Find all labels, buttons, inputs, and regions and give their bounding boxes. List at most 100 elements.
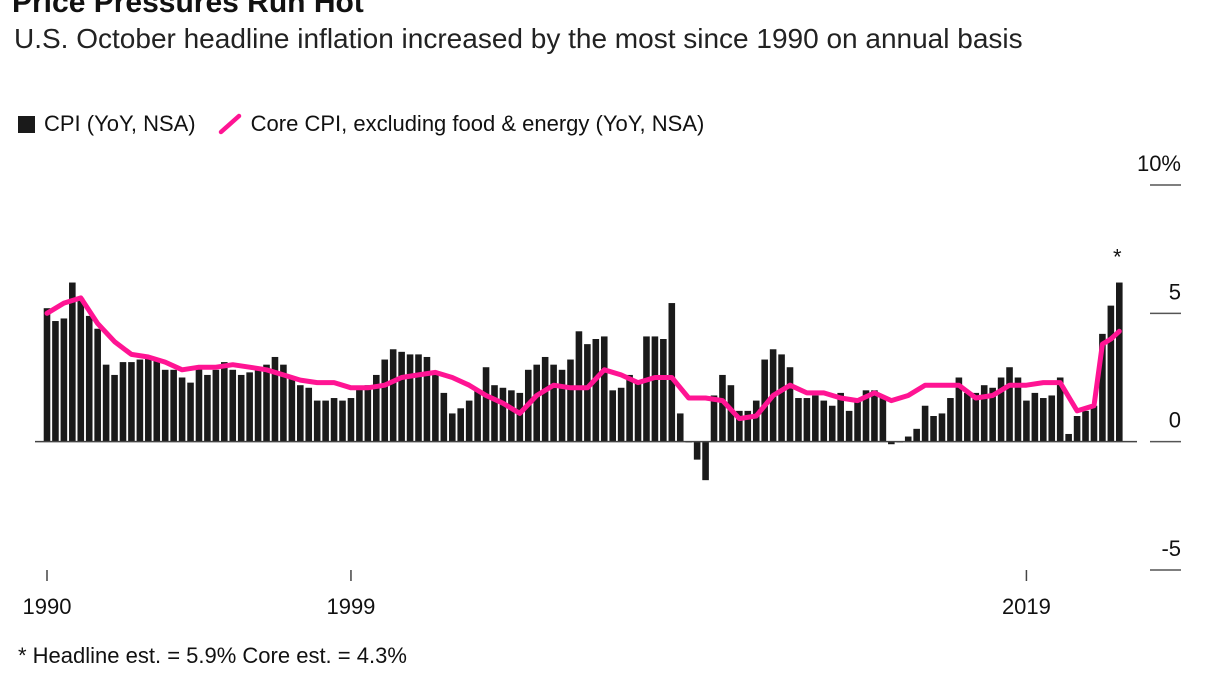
cpi-bar [786, 367, 794, 442]
cpi-bar [254, 367, 262, 442]
cpi-bar [651, 336, 659, 442]
x-axis: 1990 1999 2019 [23, 570, 1051, 619]
cpi-bar [1116, 282, 1123, 442]
cpi-bar [617, 387, 625, 442]
legend-label-cpi: CPI (YoY, NSA) [44, 111, 196, 136]
cpi-bar [921, 405, 929, 442]
cpi-bar [465, 400, 473, 442]
cpi-bar [161, 369, 169, 442]
cpi-bar [820, 400, 828, 442]
cpi-bar [702, 441, 709, 481]
cpi-bar [508, 390, 515, 442]
cpi-bar [1056, 377, 1064, 442]
annotations: * [1113, 244, 1122, 269]
cpi-bar [812, 395, 819, 442]
chart-title: Price Pressures Run Hot [12, 0, 364, 19]
cpi-bar [964, 392, 971, 442]
y-axis-labels: 10% 5 0 -5 [1137, 151, 1181, 571]
cpi-bar [955, 377, 963, 442]
cpi-bar [803, 398, 811, 442]
cpi-bar [170, 369, 177, 442]
cpi-bar [178, 377, 186, 442]
cpi-bar [111, 374, 118, 442]
chart-plot: 10% 5 0 -5 1990 1999 2019 * [23, 151, 1181, 619]
cpi-bar [398, 351, 405, 442]
cpi-bar [288, 377, 296, 442]
cpi-bar [339, 400, 346, 442]
cpi-bar [736, 410, 743, 442]
cpi-bar [136, 359, 144, 442]
cpi-bar [440, 392, 448, 442]
cpi-bar [592, 339, 600, 442]
y-tick-label: 5 [1169, 279, 1181, 304]
chart-subtitle: U.S. October headline inflation increase… [14, 23, 1023, 54]
cpi-bar [744, 410, 752, 442]
cpi-bar [1023, 400, 1030, 442]
cpi-bar [550, 364, 557, 442]
cpi-bar [432, 372, 439, 442]
cpi-bar [491, 385, 498, 442]
legend-swatch-cpi [18, 115, 35, 133]
cpi-bar [347, 398, 355, 442]
cpi-bar [710, 395, 718, 442]
cpi-bar [153, 359, 161, 442]
x-tick-label: 1990 [23, 594, 72, 619]
cpi-bar [372, 374, 380, 442]
cpi-bar [609, 390, 616, 442]
cpi-bar [1014, 377, 1022, 442]
cpi-bar [237, 374, 245, 442]
x-tick-label: 1999 [326, 594, 375, 619]
cpi-bar [693, 441, 701, 460]
cpi-bar [60, 318, 68, 442]
cpi-bar [828, 405, 836, 442]
cpi-bar [43, 308, 51, 442]
cpi-bar [128, 362, 135, 442]
cpi-bar [77, 297, 85, 442]
cpi-bar [1107, 305, 1115, 442]
footnote: * Headline est. = 5.9% Core est. = 4.3% [18, 643, 407, 668]
cpi-bar [584, 344, 591, 442]
cpi-bar [888, 441, 895, 445]
cpi-bar [1031, 392, 1039, 442]
cpi-bar [676, 413, 684, 442]
cpi-bar [913, 428, 920, 442]
cpi-bar [567, 359, 574, 442]
cpi-bar [752, 400, 760, 442]
cpi-bar [448, 413, 456, 442]
cpi-bar [145, 356, 152, 442]
cpi-bar [1073, 416, 1081, 442]
cpi-bar [660, 339, 667, 442]
cpi-bar [364, 385, 372, 442]
cpi-bar [406, 354, 414, 442]
cpi-bar [221, 362, 228, 442]
x-tick-label: 2019 [1002, 594, 1051, 619]
cpi-bar [246, 372, 253, 442]
cpi-bar [980, 385, 988, 442]
cpi-bar [482, 367, 490, 442]
cpi-bar [795, 398, 802, 442]
cpi-bar [1099, 333, 1106, 442]
cpi-bar [516, 392, 524, 442]
cpi-bar [280, 364, 287, 442]
cpi-bar [854, 400, 861, 442]
cpi-bar [102, 364, 110, 442]
cpi-bar [778, 354, 785, 442]
cpi-bar [229, 369, 237, 442]
cpi-bar [389, 349, 397, 442]
cpi-bar [879, 398, 887, 442]
cpi-bar [474, 390, 481, 442]
cpi-bar [415, 354, 422, 442]
cpi-bar [558, 369, 566, 442]
cpi-bar [119, 362, 127, 442]
cpi-bar [204, 374, 211, 442]
cpi-bar [947, 398, 954, 442]
legend-item-cpi: CPI (YoY, NSA) [18, 111, 196, 137]
cpi-bar [94, 328, 101, 442]
cpi-bar [533, 364, 541, 442]
cpi-bar [499, 387, 507, 442]
cpi-bar [195, 367, 203, 442]
cpi-bar [330, 398, 338, 442]
cpi-bar [263, 364, 270, 442]
cpi-bar [1082, 410, 1089, 442]
cpi-bar [1090, 405, 1098, 442]
